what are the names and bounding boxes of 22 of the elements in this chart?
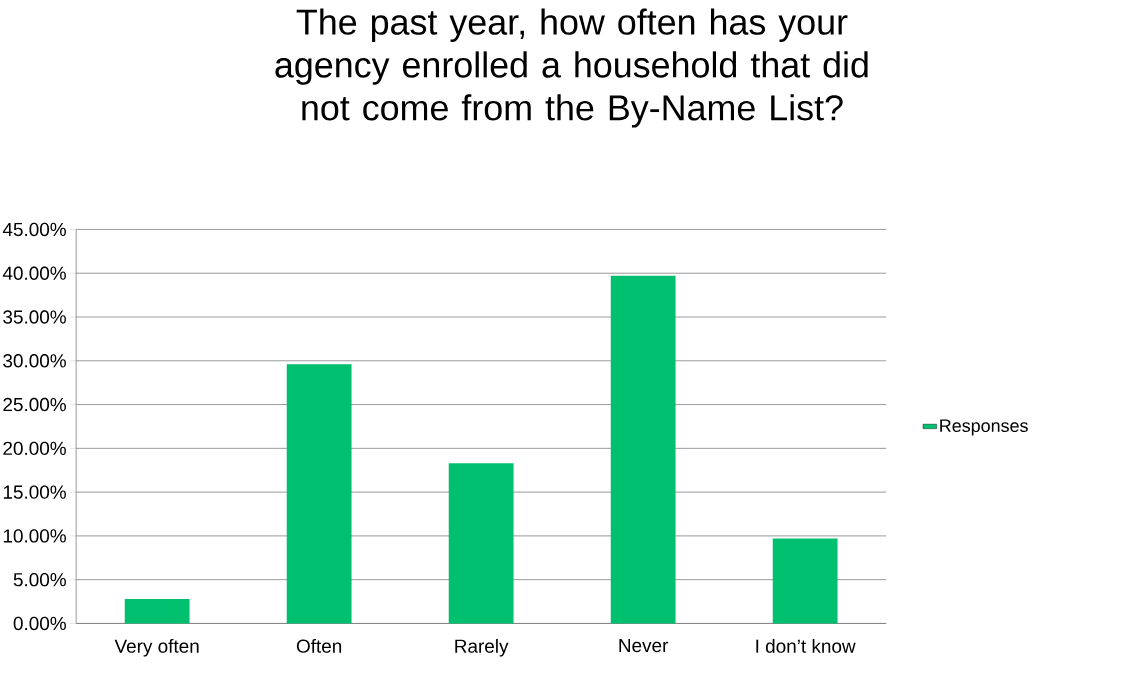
y-tick-label: 5.00%	[13, 572, 66, 587]
y-tick-label: 0.00%	[13, 616, 66, 631]
legend-label: Responses	[940, 419, 1028, 436]
x-tick-label: Very often	[114, 638, 199, 657]
y-tick-label: 30.00%	[3, 354, 66, 368]
x-tick-label: Never	[619, 638, 669, 653]
y-tick-label: 45.00%	[2, 222, 66, 237]
chart-title: The past year, how often has your agency enrolled a household that did not come from the By-Name List?	[275, 8, 868, 128]
x-tick-label: Often	[296, 638, 342, 653]
y-tick-label: 10.00%	[3, 529, 66, 543]
y-tick-label: 35.00%	[3, 310, 66, 324]
bar	[610, 275, 676, 624]
bar	[772, 538, 838, 624]
y-tick-label: 25.00%	[3, 397, 66, 412]
bar	[286, 364, 352, 624]
bar	[124, 598, 190, 624]
y-tick-label: 15.00%	[3, 485, 66, 499]
x-tick-label: Rarely	[455, 638, 509, 657]
y-tick-label: 20.00%	[3, 441, 66, 456]
y-tick-label: 40.00%	[2, 266, 66, 280]
x-tick-label: I don’t know	[756, 638, 856, 653]
bar	[448, 463, 514, 624]
